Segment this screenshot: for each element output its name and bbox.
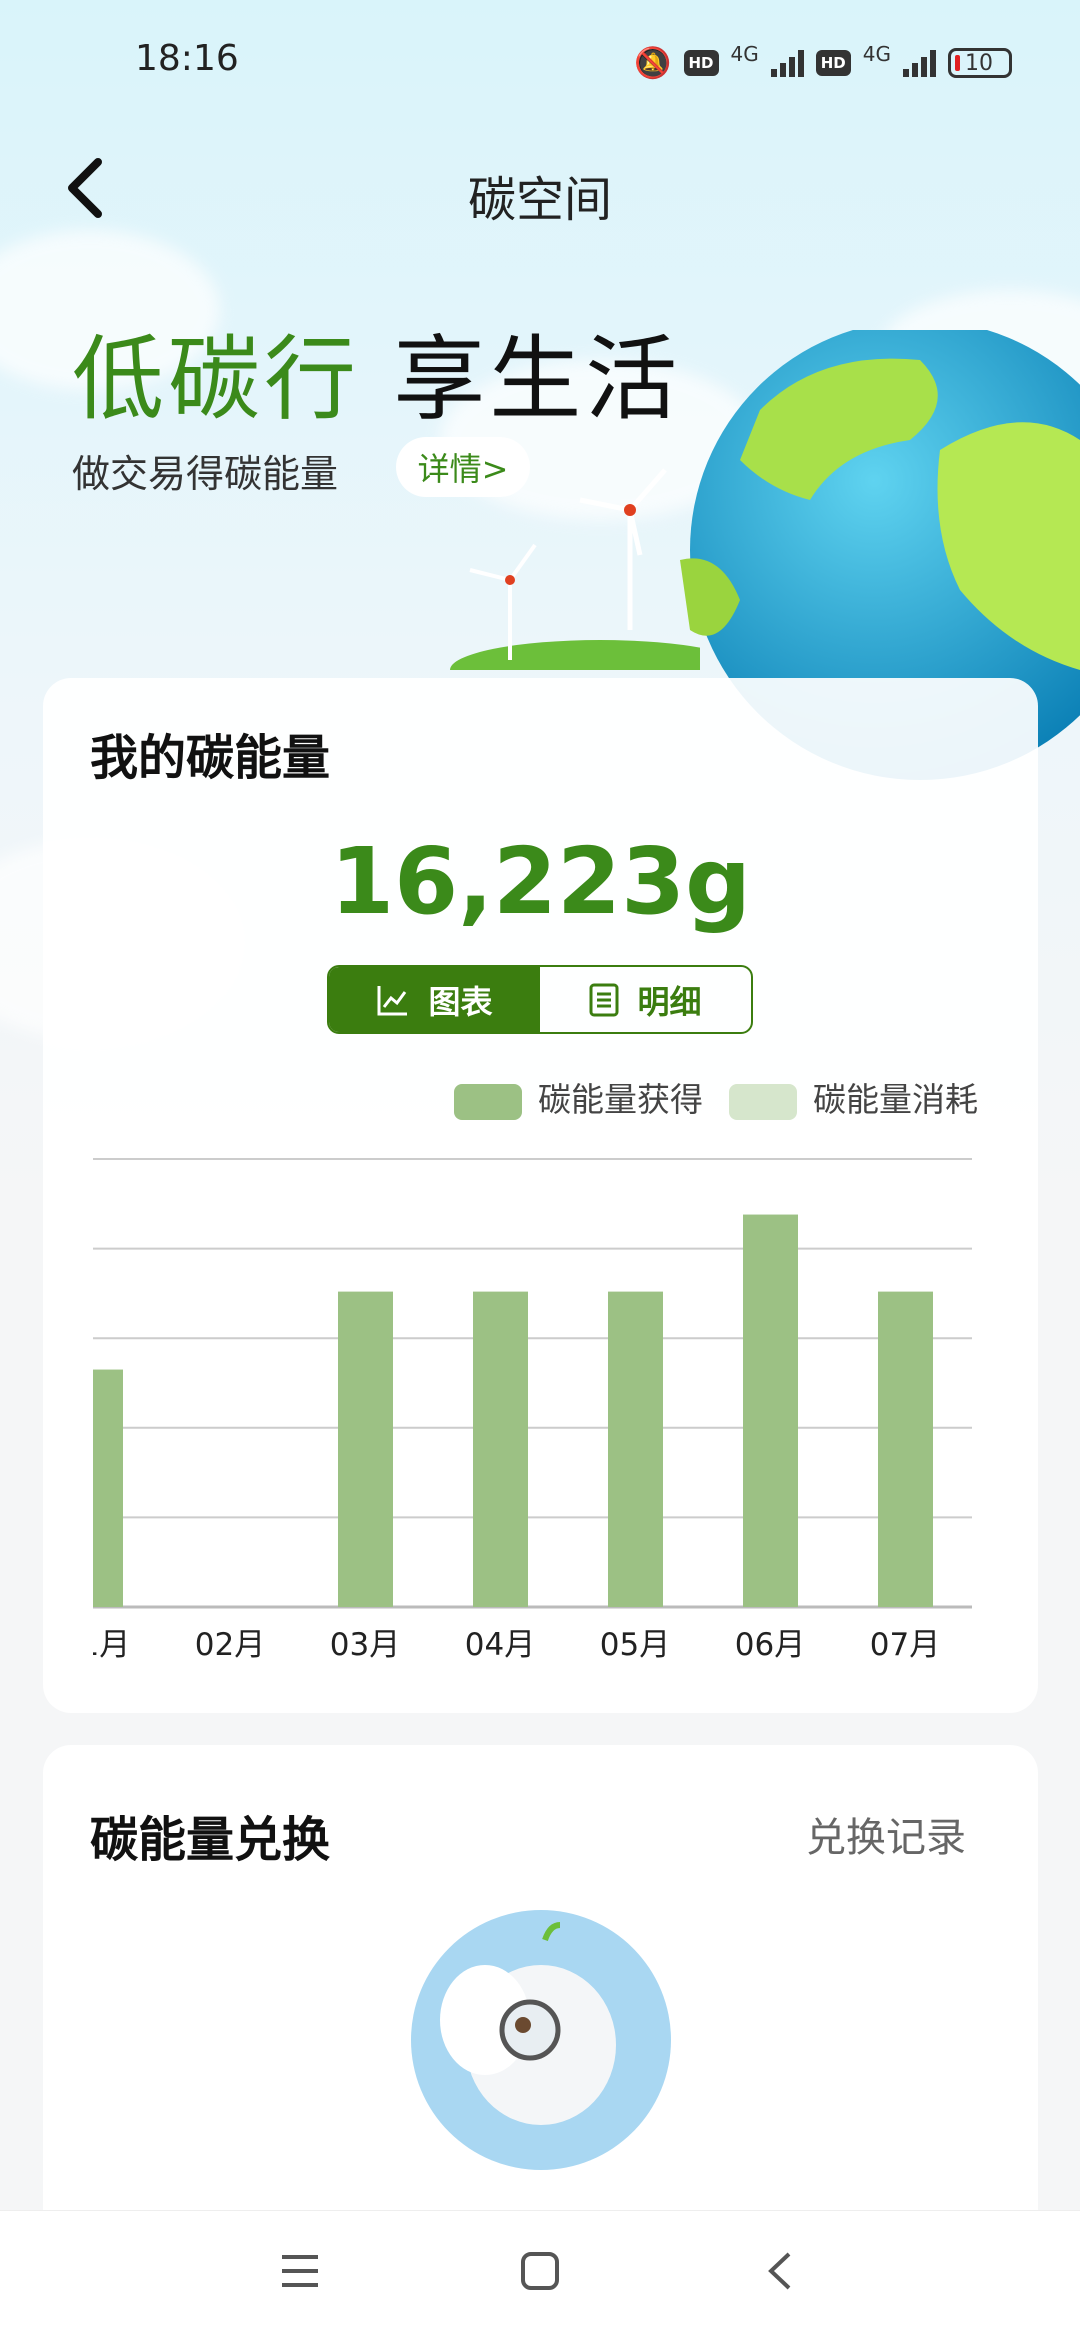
bar-chart[interactable]: 01月 02月 03月 04月 05月 06月 07月 [43,1138,1038,1678]
view-toggle: 图表 明细 [327,965,753,1034]
legend-consumed: 碳能量消耗 [729,1073,978,1121]
menu-icon [282,2255,318,2287]
x-tick-label: 07月 [870,1627,940,1663]
battery-level: 10 [965,50,993,76]
line-chart-icon [377,985,408,1015]
mascot-illustration [411,1910,671,2170]
menu-button[interactable] [280,2251,320,2295]
network-type: 4G [730,42,759,66]
page-title: 碳空间 [467,172,612,228]
back-icon [768,2252,791,2290]
hero-subtitle: 做交易得碳能量 [72,452,339,496]
x-tick-label: 03月 [330,1627,400,1663]
x-tick-label: 01月 [60,1627,130,1663]
wind-turbine-illustration [450,468,700,670]
hd-icon: HD [815,50,851,76]
x-tick-label: 04月 [465,1627,535,1663]
exchange-card: 碳能量兑换 兑换记录 [43,1745,1038,2265]
tab-detail-label: 明细 [637,982,702,1021]
status-bar: 18:16 🔕 HD 4G HD 4G 10 [0,38,1080,88]
system-nav-bar [0,2210,1080,2340]
bar-05月[interactable] [608,1291,663,1607]
x-tick-label: 02月 [195,1627,265,1663]
energy-total: 16,223g [330,828,751,935]
legend-consumed-label: 碳能量消耗 [813,1080,978,1119]
slogan: 低碳行 享生活 [72,305,681,438]
bar-01月[interactable] [68,1369,123,1607]
chevron-left-icon [68,158,102,218]
card-title: 碳能量兑换 [90,1812,331,1868]
home-icon [521,2252,559,2290]
slogan-green: 低碳行 [72,326,361,433]
signal-icon [903,49,936,77]
tab-detail[interactable]: 明细 [540,967,751,1032]
x-tick-label: 06月 [735,1627,805,1663]
bell-muted-icon: 🔕 [634,45,672,81]
card-title: 我的碳能量 [90,730,331,786]
detail-button[interactable]: 详情> [396,437,530,497]
tab-chart-label: 图表 [428,982,493,1021]
slogan-black: 享生活 [393,326,682,433]
list-icon [589,983,619,1016]
x-tick-label: 05月 [600,1627,670,1663]
exchange-record-link[interactable]: 兑换记录 [806,1815,966,1861]
home-button[interactable] [520,2251,560,2295]
globe-illustration [680,330,1080,780]
back-button[interactable] [62,158,110,218]
chart-legend: 碳能量获得 碳能量消耗 [454,1073,978,1121]
nav-back-button[interactable] [765,2251,795,2295]
signal-icon [770,49,804,77]
tab-chart[interactable]: 图表 [329,967,540,1032]
battery-icon: 10 [948,48,1012,78]
bar-06月[interactable] [743,1214,798,1607]
bar-04月[interactable] [473,1291,528,1607]
clock: 18:16 [135,38,239,79]
bar-03月[interactable] [338,1291,393,1607]
legend-earned-label: 碳能量获得 [538,1080,703,1119]
bar-07月[interactable] [878,1291,933,1607]
network-type: 4G [862,42,891,66]
legend-earned: 碳能量获得 [454,1073,703,1121]
hd-icon: HD [683,50,719,76]
carbon-energy-card: 我的碳能量 16,223g 图表 明细 碳能量获得 碳能量消耗 01月 02月 03… [43,678,1038,1713]
